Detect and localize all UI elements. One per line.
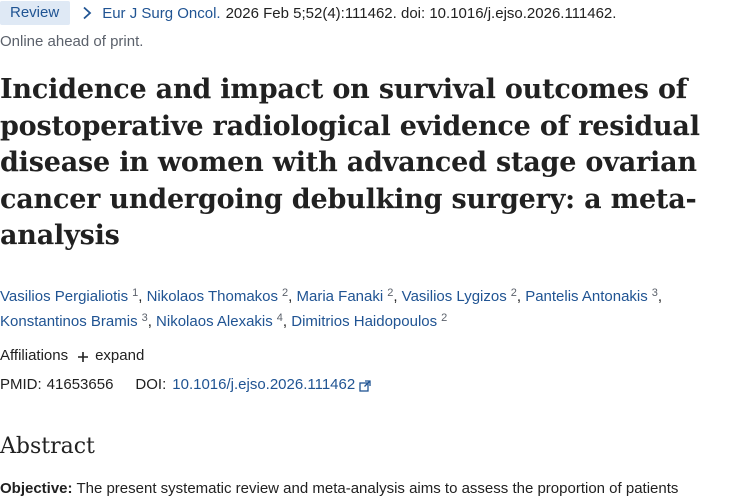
doi-label: DOI: <box>135 376 167 393</box>
author-link[interactable]: Nikolaos Alexakis <box>156 313 273 330</box>
expand-label[interactable]: expand <box>95 347 145 364</box>
author-link[interactable]: Pantelis Antonakis <box>525 288 648 305</box>
pmid-value: 41653656 <box>46 376 114 393</box>
affiliation-number[interactable]: 4 <box>276 312 283 324</box>
article-title: Incidence and impact on survival outcome… <box>0 74 700 251</box>
affiliation-number[interactable]: 3 <box>651 287 658 299</box>
author-item: Nikolaos Thomakos 2 <box>146 287 289 306</box>
author-item: Konstantinos Bramis 3 <box>0 312 148 331</box>
author-link[interactable]: Vasilios Pergialiotis <box>0 288 129 305</box>
citation-line: Review Eur J Surg Oncol. 2026 Feb 5;52(4… <box>0 1 616 25</box>
author-link[interactable]: Nikolaos Thomakos <box>146 288 279 305</box>
author-link[interactable]: Maria Fanaki <box>296 288 384 305</box>
author-item: Vasilios Lygizos 2 <box>401 287 517 306</box>
author-item: Maria Fanaki 2 <box>296 287 394 306</box>
abstract-heading: Abstract <box>0 434 95 459</box>
affiliations-row: Affiliations expand <box>0 347 144 364</box>
author-item: Nikolaos Alexakis 4 <box>156 312 283 331</box>
publication-status: Online ahead of print. <box>0 33 144 50</box>
author-link[interactable]: Dimitrios Haidopoulos <box>291 313 438 330</box>
affiliation-number[interactable]: 3 <box>141 312 148 324</box>
chevron-right-icon[interactable] <box>82 6 96 20</box>
abstract-objective: Objective: The present systematic review… <box>0 479 750 499</box>
affiliations-label: Affiliations <box>0 347 69 364</box>
affiliation-number[interactable]: 2 <box>441 312 448 324</box>
author-item: Dimitrios Haidopoulos 2 <box>291 312 448 331</box>
author-list: Vasilios Pergialiotis 1, Nikolaos Thomako… <box>0 287 663 331</box>
expand-affiliations-button[interactable]: expand <box>77 347 144 364</box>
objective-label: Objective: <box>0 480 73 497</box>
external-link-icon <box>359 379 371 392</box>
affiliation-number[interactable]: 2 <box>387 287 394 299</box>
author-item: Pantelis Antonakis 3 <box>525 287 658 306</box>
affiliation-number[interactable]: 2 <box>510 287 517 299</box>
author-link[interactable]: Konstantinos Bramis <box>0 313 138 330</box>
doi-link[interactable]: 10.1016/j.ejso.2026.111462 <box>172 376 371 393</box>
doi-value[interactable]: 10.1016/j.ejso.2026.111462 <box>172 376 356 393</box>
affiliation-number[interactable]: 2 <box>282 287 289 299</box>
identifiers-row: PMID: 41653656 DOI: 10.1016/j.ejso.2026.… <box>0 376 371 393</box>
journal-link[interactable]: Eur J Surg Oncol. <box>102 4 221 22</box>
author-item: Vasilios Pergialiotis 1 <box>0 287 139 306</box>
objective-text: The present systematic review and meta-a… <box>76 480 679 497</box>
citation-details: 2026 Feb 5;52(4):111462. doi: 10.1016/j.… <box>225 4 617 22</box>
pmid-label: PMID: <box>0 376 42 393</box>
plus-icon <box>77 350 89 362</box>
author-link[interactable]: Vasilios Lygizos <box>401 288 507 305</box>
affiliation-number[interactable]: 1 <box>132 287 139 299</box>
publication-type-badge: Review <box>0 1 71 25</box>
